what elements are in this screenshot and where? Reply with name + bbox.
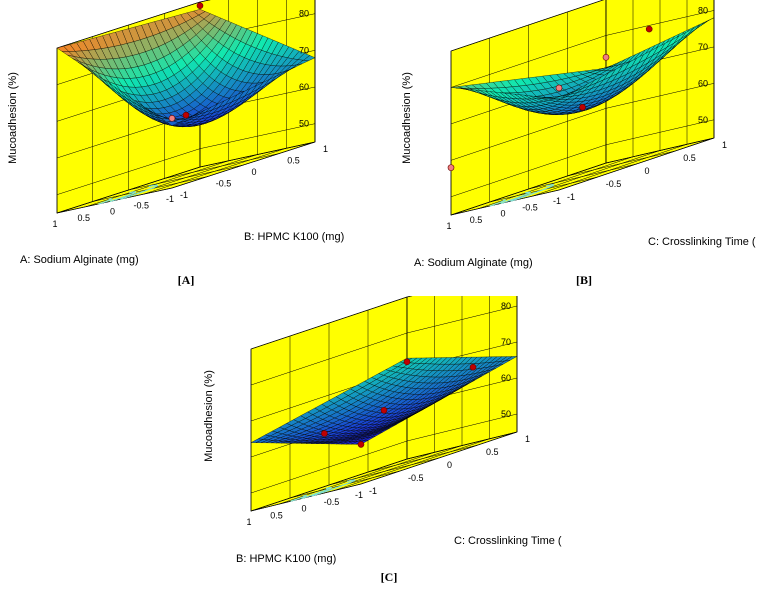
panel-label: [B]: [576, 273, 592, 287]
design-point: [358, 441, 364, 447]
x-tick-label: -1: [553, 196, 561, 206]
y-tick-label: 0.5: [287, 156, 300, 166]
x-tick-label: -0.5: [324, 497, 340, 507]
y-axis-label: B: HPMC K100 (mg): [244, 231, 344, 243]
z-tick-label: 50: [698, 115, 708, 125]
z-axis-label: Mucoadhesion (%): [401, 72, 413, 164]
y-tick-label: -1: [180, 190, 188, 200]
y-tick-label: -0.5: [606, 179, 622, 189]
x-tick-label: 0.5: [270, 510, 283, 520]
y-tick-label: 1: [525, 434, 530, 444]
chart-panel-a: 5060708090-1-0.500.51-1-0.500.51 Mucoadh…: [0, 0, 387, 293]
z-tick-label: 80: [501, 301, 511, 311]
y-tick-label: -1: [369, 486, 377, 496]
surface-plot-a: 5060708090-1-0.500.51-1-0.500.51 Mucoadh…: [0, 0, 387, 293]
x-tick-label: -0.5: [522, 202, 538, 212]
x-tick-label: 0: [301, 504, 306, 514]
z-tick-label: 70: [299, 45, 309, 55]
y-tick-label: -0.5: [408, 473, 424, 483]
x-axis-label: A: Sodium Alginate (mg): [20, 254, 139, 266]
x-tick-label: 1: [52, 219, 57, 229]
z-axis-label: Mucoadhesion (%): [203, 370, 215, 462]
panel-label: [C]: [381, 570, 398, 584]
surface-plot-b: 5060708090-1-0.500.51-1-0.500.51 Mucoadh…: [394, 0, 774, 293]
design-point: [321, 431, 327, 437]
plot-layer: 5060708090-1-0.500.51-1-0.500.51: [52, 0, 328, 229]
design-point: [646, 26, 652, 32]
z-axis-label: Mucoadhesion (%): [7, 72, 19, 164]
z-tick-label: 70: [698, 42, 708, 52]
y-axis-label: C: Crosslinking Time (: [648, 236, 756, 248]
z-tick-label: 70: [501, 337, 511, 347]
y-tick-label: 0: [447, 460, 452, 470]
design-point: [169, 115, 175, 121]
x-tick-label: 0: [110, 207, 115, 217]
design-point: [183, 112, 189, 118]
design-point: [556, 85, 562, 91]
z-tick-label: 60: [501, 373, 511, 383]
z-tick-label: 50: [299, 119, 309, 129]
x-tick-label: 0.5: [470, 215, 483, 225]
design-point: [470, 364, 476, 370]
surface-plot-c: 5060708090-1-0.500.51-1-0.500.51 Mucoadh…: [196, 296, 586, 586]
design-point: [381, 407, 387, 413]
design-point: [580, 104, 586, 110]
x-tick-label: -0.5: [133, 200, 149, 210]
design-point: [448, 165, 454, 171]
y-tick-label: -0.5: [216, 179, 232, 189]
y-tick-label: 0.5: [683, 153, 696, 163]
panel-label: [A]: [178, 273, 195, 287]
plot-layer: 5060708090-1-0.500.51-1-0.500.51: [246, 296, 530, 527]
y-axis-label: C: Crosslinking Time (: [454, 535, 562, 547]
y-tick-label: 0.5: [486, 447, 499, 457]
x-tick-label: 1: [246, 517, 251, 527]
design-point: [603, 54, 609, 60]
y-tick-label: 1: [722, 140, 727, 150]
design-point: [197, 3, 203, 9]
y-tick-label: 1: [323, 144, 328, 154]
design-point: [404, 359, 410, 365]
x-tick-label: -1: [355, 490, 363, 500]
chart-panel-c: 5060708090-1-0.500.51-1-0.500.51 Mucoadh…: [196, 296, 586, 586]
z-tick-label: 60: [299, 82, 309, 92]
z-tick-label: 80: [698, 5, 708, 15]
x-tick-label: -1: [166, 194, 174, 204]
y-tick-label: 0: [252, 167, 257, 177]
x-tick-label: 0: [500, 209, 505, 219]
x-tick-label: 1: [446, 221, 451, 231]
x-tick-label: 0.5: [77, 213, 90, 223]
z-tick-label: 60: [698, 78, 708, 88]
x-axis-label: A: Sodium Alginate (mg): [414, 257, 533, 269]
plot-layer: 5060708090-1-0.500.51-1-0.500.51: [446, 0, 727, 231]
z-tick-label: 50: [501, 409, 511, 419]
chart-panel-b: 5060708090-1-0.500.51-1-0.500.51 Mucoadh…: [394, 0, 774, 293]
y-tick-label: -1: [567, 192, 575, 202]
z-tick-label: 80: [299, 9, 309, 19]
y-tick-label: 0: [645, 166, 650, 176]
x-axis-label: B: HPMC K100 (mg): [236, 553, 336, 565]
